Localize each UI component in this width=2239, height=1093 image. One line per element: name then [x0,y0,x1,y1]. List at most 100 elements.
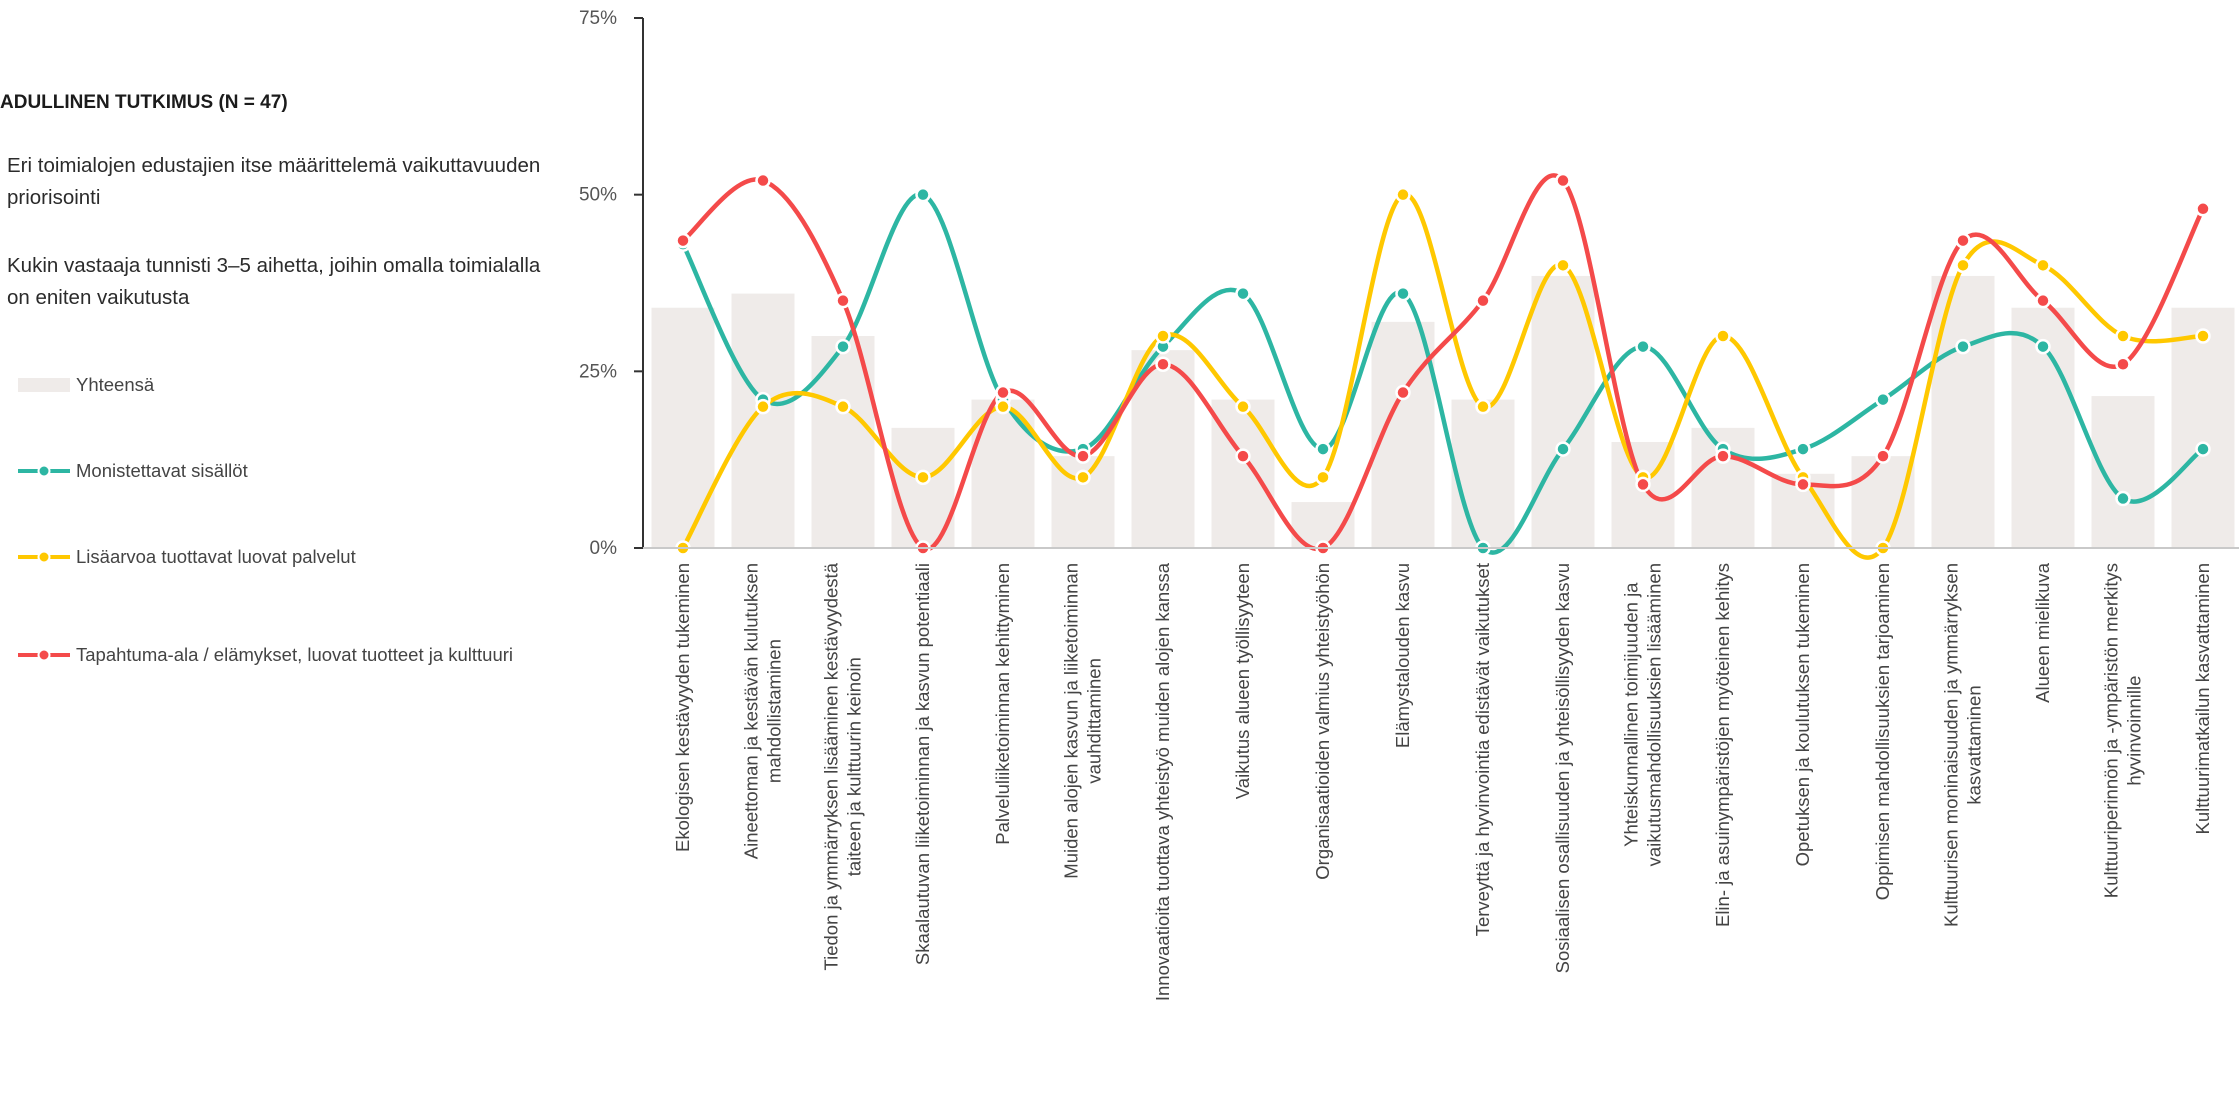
category-label-17-line-2: kasvattaminen [1964,685,1985,804]
category-label-3: Tiedon ja ymmärryksen lisääminen kestävy… [821,562,865,970]
point-tapahtuma-ala-elamykset-luovat-tuotteet-ja-kulttuuri-1 [675,232,691,249]
point-lisaarvoa-tuottavat-luovat-palvelut-20 [2195,328,2211,344]
category-label-8: Vaikutus alueen työllisyyteen [1232,563,1253,799]
category-label-3-line-2: taiteen ja kulttuurin keinoin [844,657,865,876]
point-lisaarvoa-tuottavat-luovat-palvelut-2 [755,398,771,415]
category-label-13: Yhteiskunnallinen toimijuuden ja vaikutus… [1621,563,1665,866]
legend-swatch-point-lisaarvoa-tuottavat-luovat-palvelut [37,550,51,564]
bar-yhteensa-1 [651,307,715,548]
bars-layer [651,275,2235,548]
legend-swatch-tapahtuma-ala-elamykset-luovat-tuotteet-ja-kulttuuri [18,648,70,662]
bar-yhteensa-2 [731,293,795,548]
category-label-10: Elämystalouden kasvu [1392,563,1413,748]
category-label-9-line-1: Organisaatioiden valmius yhteistyöhön [1312,563,1333,880]
category-labels: Ekologisen kestävyyden tukeminen Aineetto… [672,562,2213,1001]
legend-label-yhteensa: Yhteensä [76,374,155,395]
category-label-1: Ekologisen kestävyyden tukeminen [672,563,693,852]
category-label-12: Sosiaalisen osallisuuden ja yhteisöllisy… [1552,563,1573,973]
category-label-15: Opetuksen ja koulutuksen tukeminen [1792,563,1813,866]
category-label-4: Skaalautuvan liiketoiminnan ja kasvun po… [912,563,933,965]
category-label-10-line-1: Elämystalouden kasvu [1392,563,1413,748]
point-lisaarvoa-tuottavat-luovat-palvelut-9 [1315,469,1331,486]
category-label-3-line-1: Tiedon ja ymmärryksen lisääminen kestävy… [821,562,842,970]
point-lisaarvoa-tuottavat-luovat-palvelut-7 [1155,328,1171,344]
point-lisaarvoa-tuottavat-luovat-palvelut-4 [915,469,931,486]
point-monistettavat-sisallot-9 [1315,441,1331,457]
category-label-1-line-1: Ekologisen kestävyyden tukeminen [672,563,693,852]
point-tapahtuma-ala-elamykset-luovat-tuotteet-ja-kulttuuri-12 [1555,172,1571,189]
point-lisaarvoa-tuottavat-luovat-palvelut-12 [1555,257,1571,274]
axis-layer: 0% 25% 50% 75% [579,8,2239,559]
point-tapahtuma-ala-elamykset-luovat-tuotteet-ja-kulttuuri-13 [1635,476,1651,493]
category-label-19-line-1: Kulttuuriperinnön ja -ympäristön merkity… [2101,563,2122,898]
point-tapahtuma-ala-elamykset-luovat-tuotteet-ja-kulttuuri-20 [2195,201,2211,217]
point-lisaarvoa-tuottavat-luovat-palvelut-19 [2115,328,2131,344]
point-tapahtuma-ala-elamykset-luovat-tuotteet-ja-kulttuuri-10 [1395,384,1411,401]
bar-yhteensa-12 [1531,275,1595,548]
point-tapahtuma-ala-elamykset-luovat-tuotteet-ja-kulttuuri-19 [2115,356,2131,373]
category-label-14-line-1: Elin- ja asuinympäristöjen myöteinen keh… [1712,563,1733,927]
category-label-9: Organisaatioiden valmius yhteistyöhön [1312,563,1333,880]
category-label-2-line-2: mahdollistaminen [764,639,785,783]
point-monistettavat-sisallot-10 [1395,285,1411,302]
category-label-17-line-1: Kulttuurisen moninaisuuden ja ymmärrykse… [1941,563,1962,927]
bar-yhteensa-17 [1931,275,1995,548]
point-lisaarvoa-tuottavat-luovat-palvelut-5 [995,398,1011,415]
point-tapahtuma-ala-elamykset-luovat-tuotteet-ja-kulttuuri-14 [1715,448,1731,464]
category-label-20: Kulttuurimatkailun kasvattaminen [2192,563,2213,834]
point-monistettavat-sisallot-16 [1875,391,1891,408]
category-label-12-line-1: Sosiaalisen osallisuuden ja yhteisöllisy… [1552,563,1573,973]
category-label-7-line-1: Innovaatioita tuottava yhteistyö muiden … [1152,562,1173,1001]
category-label-4-line-1: Skaalautuvan liiketoiminnan ja kasvun po… [912,563,933,965]
legend-item-lisaarvoa-tuottavat-luovat-palvelut: Lisäarvoa tuottavat luovat palvelut [16,542,536,571]
point-tapahtuma-ala-elamykset-luovat-tuotteet-ja-kulttuuri-6 [1075,448,1091,464]
y-tick-label-1: 25% [579,361,617,382]
category-label-6-line-2: vauhdittaminen [1084,658,1105,783]
legend-label-monistettavat-sisallot: Monistettavat sisällöt [76,460,248,481]
point-monistettavat-sisallot-12 [1555,441,1571,457]
point-monistettavat-sisallot-15 [1795,441,1811,457]
point-lisaarvoa-tuottavat-luovat-palvelut-11 [1475,398,1491,415]
point-tapahtuma-ala-elamykset-luovat-tuotteet-ja-kulttuuri-17 [1955,232,1971,249]
point-monistettavat-sisallot-8 [1235,285,1251,302]
point-lisaarvoa-tuottavat-luovat-palvelut-17 [1955,257,1971,274]
category-label-16-line-1: Oppimisen mahdollisuuksien tarjoaminen [1872,563,1893,900]
point-monistettavat-sisallot-20 [2195,441,2211,457]
category-label-7: Innovaatioita tuottava yhteistyö muiden … [1152,562,1173,1001]
y-tick-label-3: 75% [579,8,617,29]
category-label-5: Palveluliiketoiminnan kehittyminen [992,563,1013,845]
category-label-5-line-1: Palveluliiketoiminnan kehittyminen [992,563,1013,845]
legend-label-lisaarvoa-tuottavat-luovat-palvelut: Lisäarvoa tuottavat luovat palvelut [76,546,356,567]
category-label-18: Alueen mielikuva [2032,562,2053,703]
category-label-11-line-1: Terveyttä ja hyvinvointia edistävät vaik… [1472,563,1493,936]
category-label-18-line-1: Alueen mielikuva [2032,562,2053,703]
category-label-11: Terveyttä ja hyvinvointia edistävät vaik… [1472,563,1493,936]
point-tapahtuma-ala-elamykset-luovat-tuotteet-ja-kulttuuri-11 [1475,292,1491,309]
panel-heading: ADULLINEN TUTKIMUS (N = 47) [0,92,288,113]
line-lisaarvoa-tuottavat-luovat-palvelut [680,192,2206,560]
point-tapahtuma-ala-elamykset-luovat-tuotteet-ja-kulttuuri-15 [1795,476,1811,493]
point-lisaarvoa-tuottavat-luovat-palvelut-18 [2035,257,2051,274]
bar-yhteensa-11 [1451,399,1515,548]
point-lisaarvoa-tuottavat-luovat-palvelut-10 [1395,186,1411,203]
panel-note-vastaajat: Kukin vastaaja tunnisti 3–5 aihetta, joi… [7,254,541,309]
point-tapahtuma-ala-elamykset-luovat-tuotteet-ja-kulttuuri-5 [995,384,1011,401]
legend-swatch-yhteensa [18,378,70,392]
category-label-8-line-1: Vaikutus alueen työllisyyteen [1232,563,1253,799]
category-label-19: Kulttuuriperinnön ja -ympäristön merkity… [2101,563,2145,898]
point-tapahtuma-ala-elamykset-luovat-tuotteet-ja-kulttuuri-8 [1235,448,1251,464]
legend-swatch-point-tapahtuma-ala-elamykset-luovat-tuotteet-ja-kulttuuri [37,648,51,662]
point-lisaarvoa-tuottavat-luovat-palvelut-8 [1235,398,1251,415]
category-label-13-line-1: Yhteiskunnallinen toimijuuden ja [1621,582,1642,847]
category-label-20-line-1: Kulttuurimatkailun kasvattaminen [2192,563,2213,834]
category-label-6: Muiden alojen kasvun ja liiketoiminnan va… [1061,563,1105,879]
category-label-15-line-1: Opetuksen ja koulutuksen tukeminen [1792,563,1813,866]
category-label-2: Aineettoman ja kestävän kulutuksen mahdol… [741,563,785,859]
category-label-6-line-1: Muiden alojen kasvun ja liiketoiminnan [1061,563,1082,879]
point-monistettavat-sisallot-13 [1635,338,1651,355]
point-lisaarvoa-tuottavat-luovat-palvelut-14 [1715,328,1731,344]
bar-yhteensa-7 [1131,350,1195,548]
legend-label-tapahtuma-ala-elamykset-luovat-tuotteet-ja-kulttuuri: Tapahtuma-ala / elämykset, luovat tuotte… [76,644,514,665]
legend-item-monistettavat-sisallot: Monistettavat sisällöt [16,456,536,485]
